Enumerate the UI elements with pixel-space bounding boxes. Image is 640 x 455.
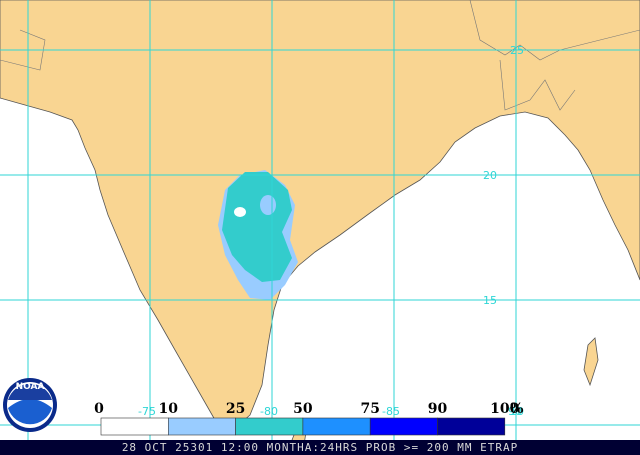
legend-label: 50	[293, 401, 313, 417]
lat-label: 20	[483, 169, 497, 182]
legend-label: 90	[428, 401, 448, 417]
legend-swatch	[235, 417, 304, 436]
caption-bar	[0, 440, 640, 455]
legend-label: 25	[226, 401, 245, 417]
legend-label: 10	[159, 401, 179, 417]
lon-label: -85	[382, 405, 400, 418]
logo: NOAA	[3, 378, 57, 432]
lon-label: -80	[260, 405, 278, 418]
legend-swatch	[369, 417, 438, 436]
precip-hole	[260, 195, 276, 215]
legend: 0 10 25 50 75 90 100%	[94, 401, 523, 436]
legend-swatch	[437, 417, 506, 436]
legend-swatch	[168, 417, 236, 436]
lon-label: -75	[138, 405, 156, 418]
legend-swatch	[302, 417, 371, 436]
logo-text: NOAA	[16, 382, 45, 392]
islands	[583, 337, 599, 387]
lat-label: 15	[483, 294, 497, 307]
precip-hole	[234, 207, 246, 217]
legend-label: 100	[490, 401, 519, 417]
legend-label: 75	[360, 401, 379, 417]
legend-unit: %	[510, 401, 523, 417]
legend-swatch	[100, 417, 169, 436]
lon-label: -90	[504, 405, 522, 418]
legend-label: 0	[94, 401, 104, 417]
borders	[0, 0, 640, 111]
lat-label: 10	[510, 405, 524, 418]
caption: 28 OCT 25301 12:00 MONTHA:24HRS PROB >= …	[122, 441, 518, 454]
lat-label: 25	[510, 44, 524, 57]
